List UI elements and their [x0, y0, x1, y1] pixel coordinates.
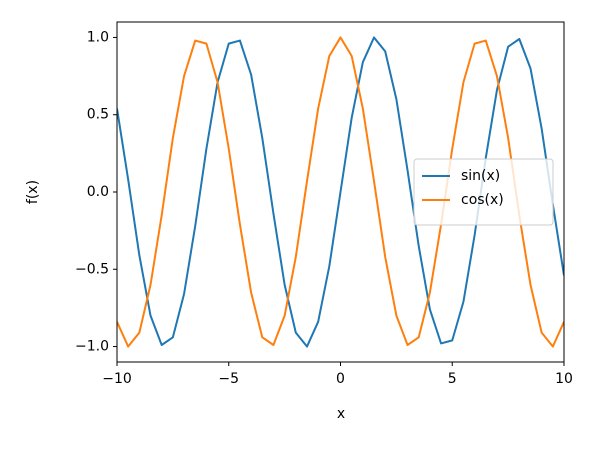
axes-frame [116, 21, 565, 363]
y-tick-label: 0.5 [87, 107, 109, 123]
y-tick-label: −0.5 [75, 261, 109, 277]
plot-area [117, 36, 564, 348]
series-line [117, 36, 564, 348]
series-line [117, 36, 564, 348]
x-axis-label: x [337, 406, 345, 422]
x-tick-label: 5 [448, 371, 457, 387]
y-tick-label: −1.0 [75, 339, 109, 355]
legend-label: cos(x) [461, 192, 504, 208]
y-tick-label: 0.0 [87, 184, 109, 200]
x-tick-label: −10 [102, 371, 132, 387]
y-axis-label: f(x) [25, 180, 41, 204]
legend-label: sin(x) [461, 168, 500, 184]
x-tick-label: −5 [218, 371, 239, 387]
x-tick-label: 10 [555, 371, 573, 387]
y-tick-label: 1.0 [87, 29, 109, 45]
x-tick-label: 0 [336, 371, 345, 387]
